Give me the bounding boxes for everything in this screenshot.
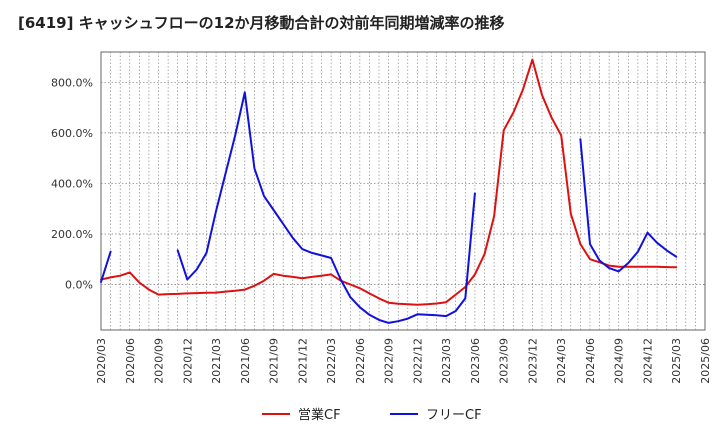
x-tick-label: 2020/06 (124, 338, 137, 384)
x-tick-label: 2023/12 (526, 338, 539, 384)
legend: 営業CF フリーCF (262, 407, 482, 423)
x-tick-label: 2021/09 (268, 338, 281, 384)
series-layer (100, 58, 678, 324)
x-tick-label: 2025/03 (670, 338, 683, 384)
x-axis: 2020/03 2020/06 2020/09 2020/12 2021/03 2021/… (95, 338, 712, 384)
series-line-1 (100, 58, 678, 306)
x-tick-label: 2020/09 (153, 338, 166, 384)
x-tick-label: 2024/03 (555, 338, 568, 384)
chart-title: [6419] キャッシュフローの12か月移動合計の対前年同期増減率の推移 (18, 14, 505, 32)
x-tick-label: 2021/06 (239, 338, 252, 384)
legend-label-1: 営業CF (298, 407, 341, 423)
x-tick-label: 2022/03 (325, 338, 338, 384)
x-tick-label: 2024/09 (613, 338, 626, 384)
x-tick-label: 2023/06 (469, 338, 482, 384)
x-tick-label: 2021/03 (210, 338, 223, 384)
series-line-2 (100, 250, 112, 283)
plot-area (100, 51, 706, 331)
y-tick-label: 400.0% (51, 177, 93, 190)
x-tick-label: 2022/06 (354, 338, 367, 384)
y-tick-label: 200.0% (51, 228, 93, 241)
x-tick-label: 2022/09 (383, 338, 396, 384)
legend-label-2: フリーCF (426, 408, 482, 423)
y-axis: 0.0% 200.0% 400.0% 600.0% 800.0% (51, 76, 93, 291)
x-tick-label: 2022/12 (411, 338, 424, 384)
y-tick-label: 600.0% (51, 127, 93, 140)
y-tick-label: 800.0% (51, 76, 93, 89)
x-tick-label: 2020/12 (181, 338, 194, 384)
x-tick-label: 2023/09 (498, 338, 511, 384)
x-tick-label: 2023/03 (440, 338, 453, 384)
x-tick-label: 2021/12 (296, 338, 309, 384)
x-tick-label: 2020/03 (95, 338, 108, 384)
x-tick-label: 2024/12 (641, 338, 654, 384)
y-tick-label: 0.0% (65, 279, 93, 292)
x-tick-label: 2025/06 (699, 338, 712, 384)
series-line-2 (176, 91, 476, 324)
series-line-2 (579, 138, 678, 273)
x-tick-label: 2024/06 (584, 338, 597, 384)
